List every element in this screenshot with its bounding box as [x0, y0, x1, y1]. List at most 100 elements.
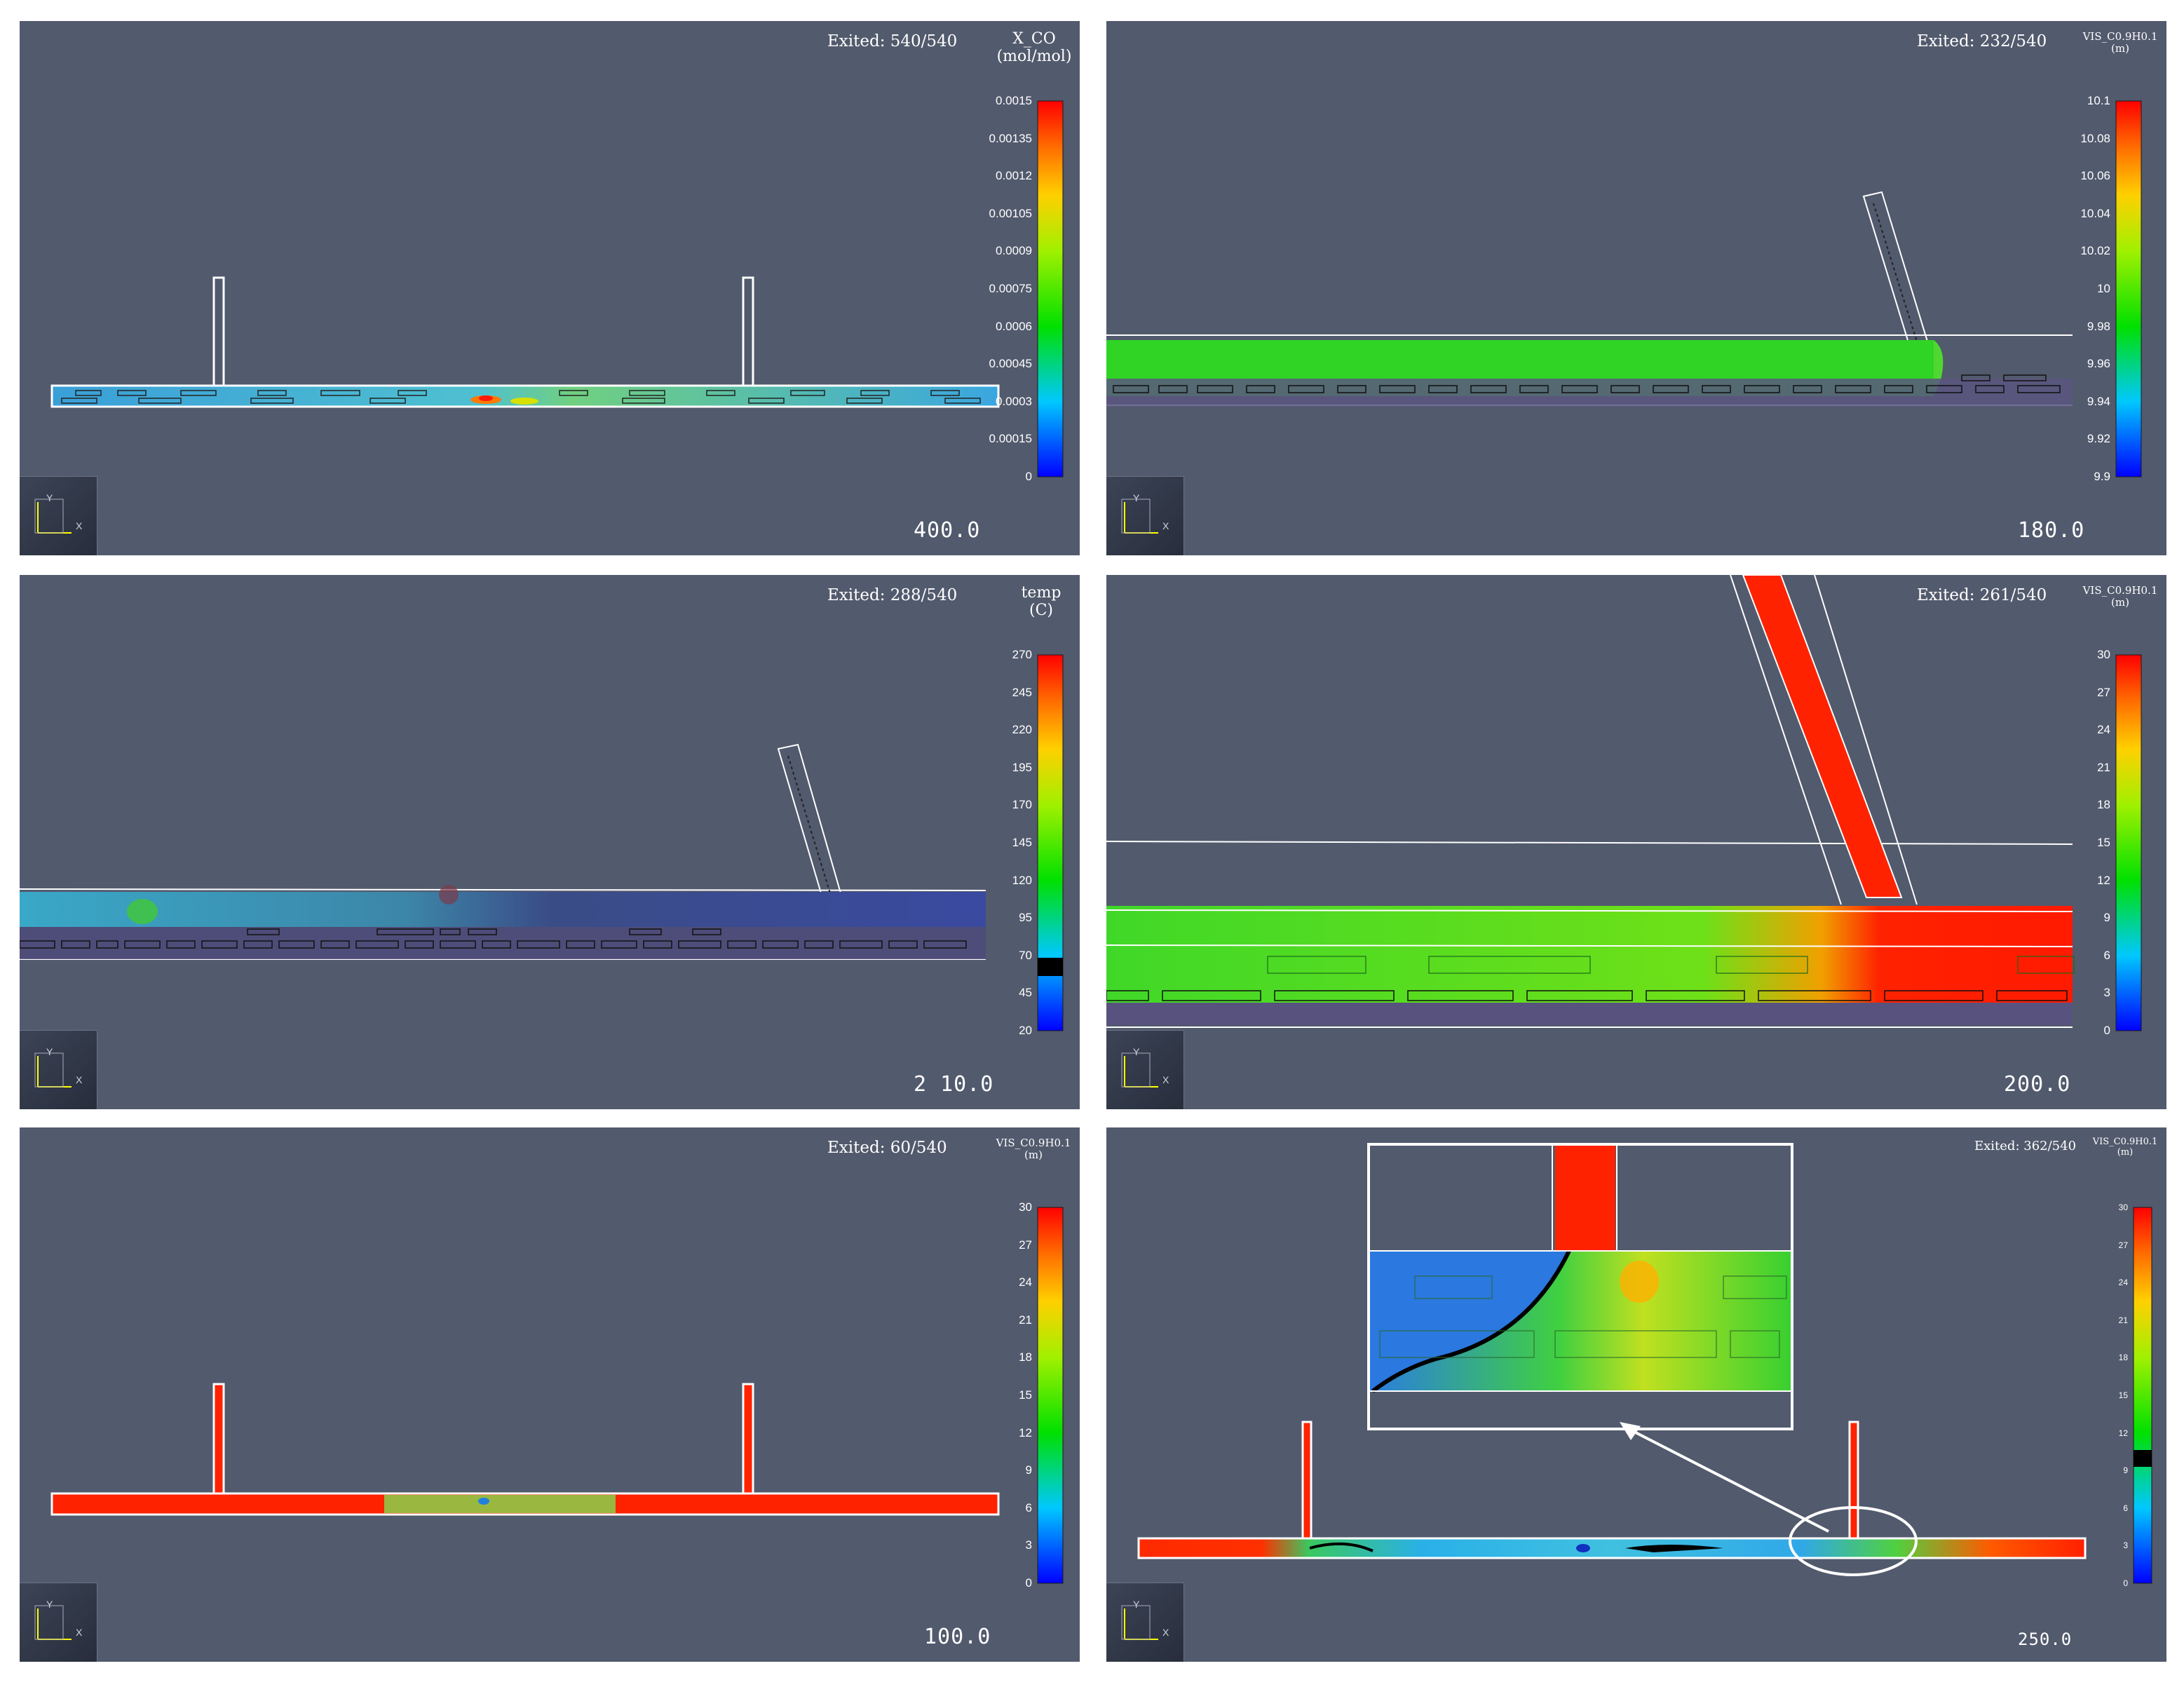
colorbar-tick-label: 6	[1025, 1500, 1032, 1515]
axes-icon	[1121, 1605, 1158, 1640]
viewport-panel-visibility-180[interactable]: Exited: 232/540 VIS_C0.9H0.1 (m) 180.0 Y …	[1106, 21, 2166, 555]
exited-count: Exited: 60/540	[827, 1139, 947, 1157]
shaft-right	[742, 1383, 754, 1495]
colorbar-tick-label: 10.02	[2080, 244, 2110, 258]
colorbar-title: temp (C)	[1021, 584, 1062, 619]
colorbar-tick-label: 270	[1012, 648, 1032, 661]
shaft-left	[212, 276, 225, 387]
colorbar-tick-label: 0.0006	[996, 319, 1032, 333]
colorbar-tick-label: 6	[2123, 1503, 2128, 1513]
colorbar-tick-label: 15	[1019, 1388, 1032, 1402]
axis-x-label: X	[1162, 520, 1169, 531]
colorbar-tick-label: 70	[1019, 948, 1032, 962]
colorbar-tick-label: 30	[2118, 1202, 2128, 1212]
axes-orientation-widget[interactable]: Y X	[1106, 1030, 1184, 1109]
colorbar-tick-label: 220	[1012, 723, 1032, 737]
colorbar-tick-label: 0.00015	[989, 432, 1032, 446]
colorbar-tick-label: 0	[2103, 1024, 2110, 1037]
colorbar-tick-label: 0.0015	[996, 94, 1032, 107]
colorbar-tick-label: 12	[2118, 1428, 2128, 1438]
axes-orientation-widget[interactable]: Y X	[20, 1030, 97, 1109]
vehicle-outlines	[1267, 956, 2075, 974]
axis-x-label: X	[76, 520, 83, 531]
colorbar-tick-label: 45	[1019, 986, 1032, 1000]
axes-icon	[1121, 499, 1158, 534]
axis-x-label: X	[76, 1074, 83, 1085]
colorbar-tick-label: 10	[2097, 282, 2110, 295]
axis-x-label: X	[1162, 1627, 1169, 1638]
colorbar-tick-label: 95	[1019, 911, 1032, 925]
colorbar-tick-label: 0	[1025, 1576, 1032, 1590]
axes-orientation-widget[interactable]: Y X	[1106, 476, 1184, 555]
colorbar-tick-label: 27	[1019, 1238, 1032, 1252]
tunnel-body	[1137, 1537, 2087, 1559]
axis-y-label: Y	[46, 1046, 53, 1057]
axes-icon	[34, 499, 72, 534]
colorbar	[1037, 100, 1064, 477]
viewport-panel-visibility-100[interactable]: Exited: 60/540 VIS_C0.9H0.1 (m) 100.0 Y X…	[20, 1127, 1080, 1662]
colorbar-tick-label: 9.9	[2094, 470, 2110, 483]
colorbar-title: X_CO (mol/mol)	[996, 30, 1072, 65]
exited-count: Exited: 362/540	[1974, 1139, 2077, 1153]
colorbar-tick-label: 27	[2118, 1240, 2128, 1250]
vehicle-outlines	[61, 390, 981, 404]
time-readout: 100.0	[924, 1625, 991, 1649]
viewport-panel-visibility-200[interactable]: Exited: 261/540 VIS_C0.9H0.1 (m) 200.0 Y …	[1106, 575, 2166, 1109]
colorbar-tick-label: 18	[2097, 798, 2110, 812]
colorbar-tick-label: 15	[2118, 1390, 2128, 1400]
co-hotspot	[470, 395, 538, 405]
colorbar-tick-label: 24	[2097, 723, 2110, 737]
tunnel-scene	[20, 654, 1064, 1031]
vehicle-outlines-lower	[1106, 990, 2068, 1001]
colorbar-threshold-mark	[2134, 1450, 2152, 1467]
colorbar-tick-label: 21	[2118, 1315, 2128, 1325]
colorbar-tick-label: 9	[2103, 911, 2110, 925]
viewport-panel-x-co[interactable]: Exited: 540/540 X_CO (mol/mol) 400.0 Y X …	[20, 21, 1080, 555]
colorbar-title: VIS_C0.9H0.1 (m)	[2082, 30, 2158, 55]
colorbar-tick-label: 3	[2103, 986, 2110, 1000]
colorbar-title: VIS_C0.9H0.1 (m)	[2082, 584, 2158, 609]
colorbar	[1037, 1207, 1064, 1584]
shaft-right	[742, 276, 754, 387]
colorbar-tick-label: 3	[2123, 1540, 2128, 1551]
axes-orientation-widget[interactable]: Y X	[1106, 1583, 1184, 1662]
colorbar-tick-label: 0.0003	[996, 394, 1032, 408]
axis-y-label: Y	[1133, 1599, 1140, 1610]
colorbar-tick-label: 30	[1019, 1200, 1032, 1214]
colorbar-tick-label: 21	[1019, 1313, 1032, 1327]
colorbar-tick-label: 0.00135	[989, 131, 1032, 145]
highlight-circle	[1789, 1506, 1918, 1576]
axis-y-label: Y	[1133, 1046, 1140, 1057]
time-readout: 2 10.0	[914, 1072, 994, 1097]
zoom-pointer	[1628, 1428, 1829, 1533]
axis-y-label: Y	[46, 492, 53, 503]
colorbar-title: VIS_C0.9H0.1 (m)	[2092, 1137, 2158, 1158]
temperature-field	[20, 892, 986, 927]
exited-count: Exited: 288/540	[827, 586, 958, 604]
colorbar-tick-label: 18	[1019, 1350, 1032, 1364]
colorbar-tick-label: 0.00075	[989, 282, 1032, 295]
colorbar-tick-label: 9.94	[2087, 394, 2110, 408]
colorbar	[2133, 1207, 2152, 1584]
colorbar-tick-label: 120	[1012, 873, 1032, 887]
colorbar-tick-label: 0	[1025, 470, 1032, 483]
axes-orientation-widget[interactable]: Y X	[20, 476, 97, 555]
viewport-panel-temperature[interactable]: Exited: 288/540 temp (C) 2 10.0 Y X 270 24…	[20, 575, 1080, 1109]
colorbar-tick-label: 195	[1012, 760, 1032, 774]
shaft-right	[1848, 1421, 1859, 1540]
time-readout: 250.0	[2018, 1630, 2073, 1649]
axes-orientation-widget[interactable]: Y X	[20, 1583, 97, 1662]
axis-y-label: Y	[46, 1599, 53, 1610]
viewport-panel-visibility-250[interactable]: Exited: 362/540 VIS_C0.9H0.1 (m) 250.0 Y …	[1106, 1127, 2166, 1662]
colorbar-tick-label: 3	[1025, 1538, 1032, 1552]
axis-y-label: Y	[1133, 492, 1140, 503]
colorbar-tick-label: 0.00105	[989, 206, 1032, 220]
axis-x-label: X	[1162, 1074, 1169, 1085]
shaft-left	[1301, 1421, 1313, 1540]
colorbar-tick-label: 245	[1012, 685, 1032, 699]
vehicle-outlines	[1113, 374, 2061, 393]
tunnel-scene	[1106, 575, 2142, 1031]
colorbar-tick-label: 145	[1012, 836, 1032, 849]
colorbar-tick-label: 15	[2097, 836, 2110, 849]
colorbar-tick-label: 10.04	[2080, 206, 2110, 220]
